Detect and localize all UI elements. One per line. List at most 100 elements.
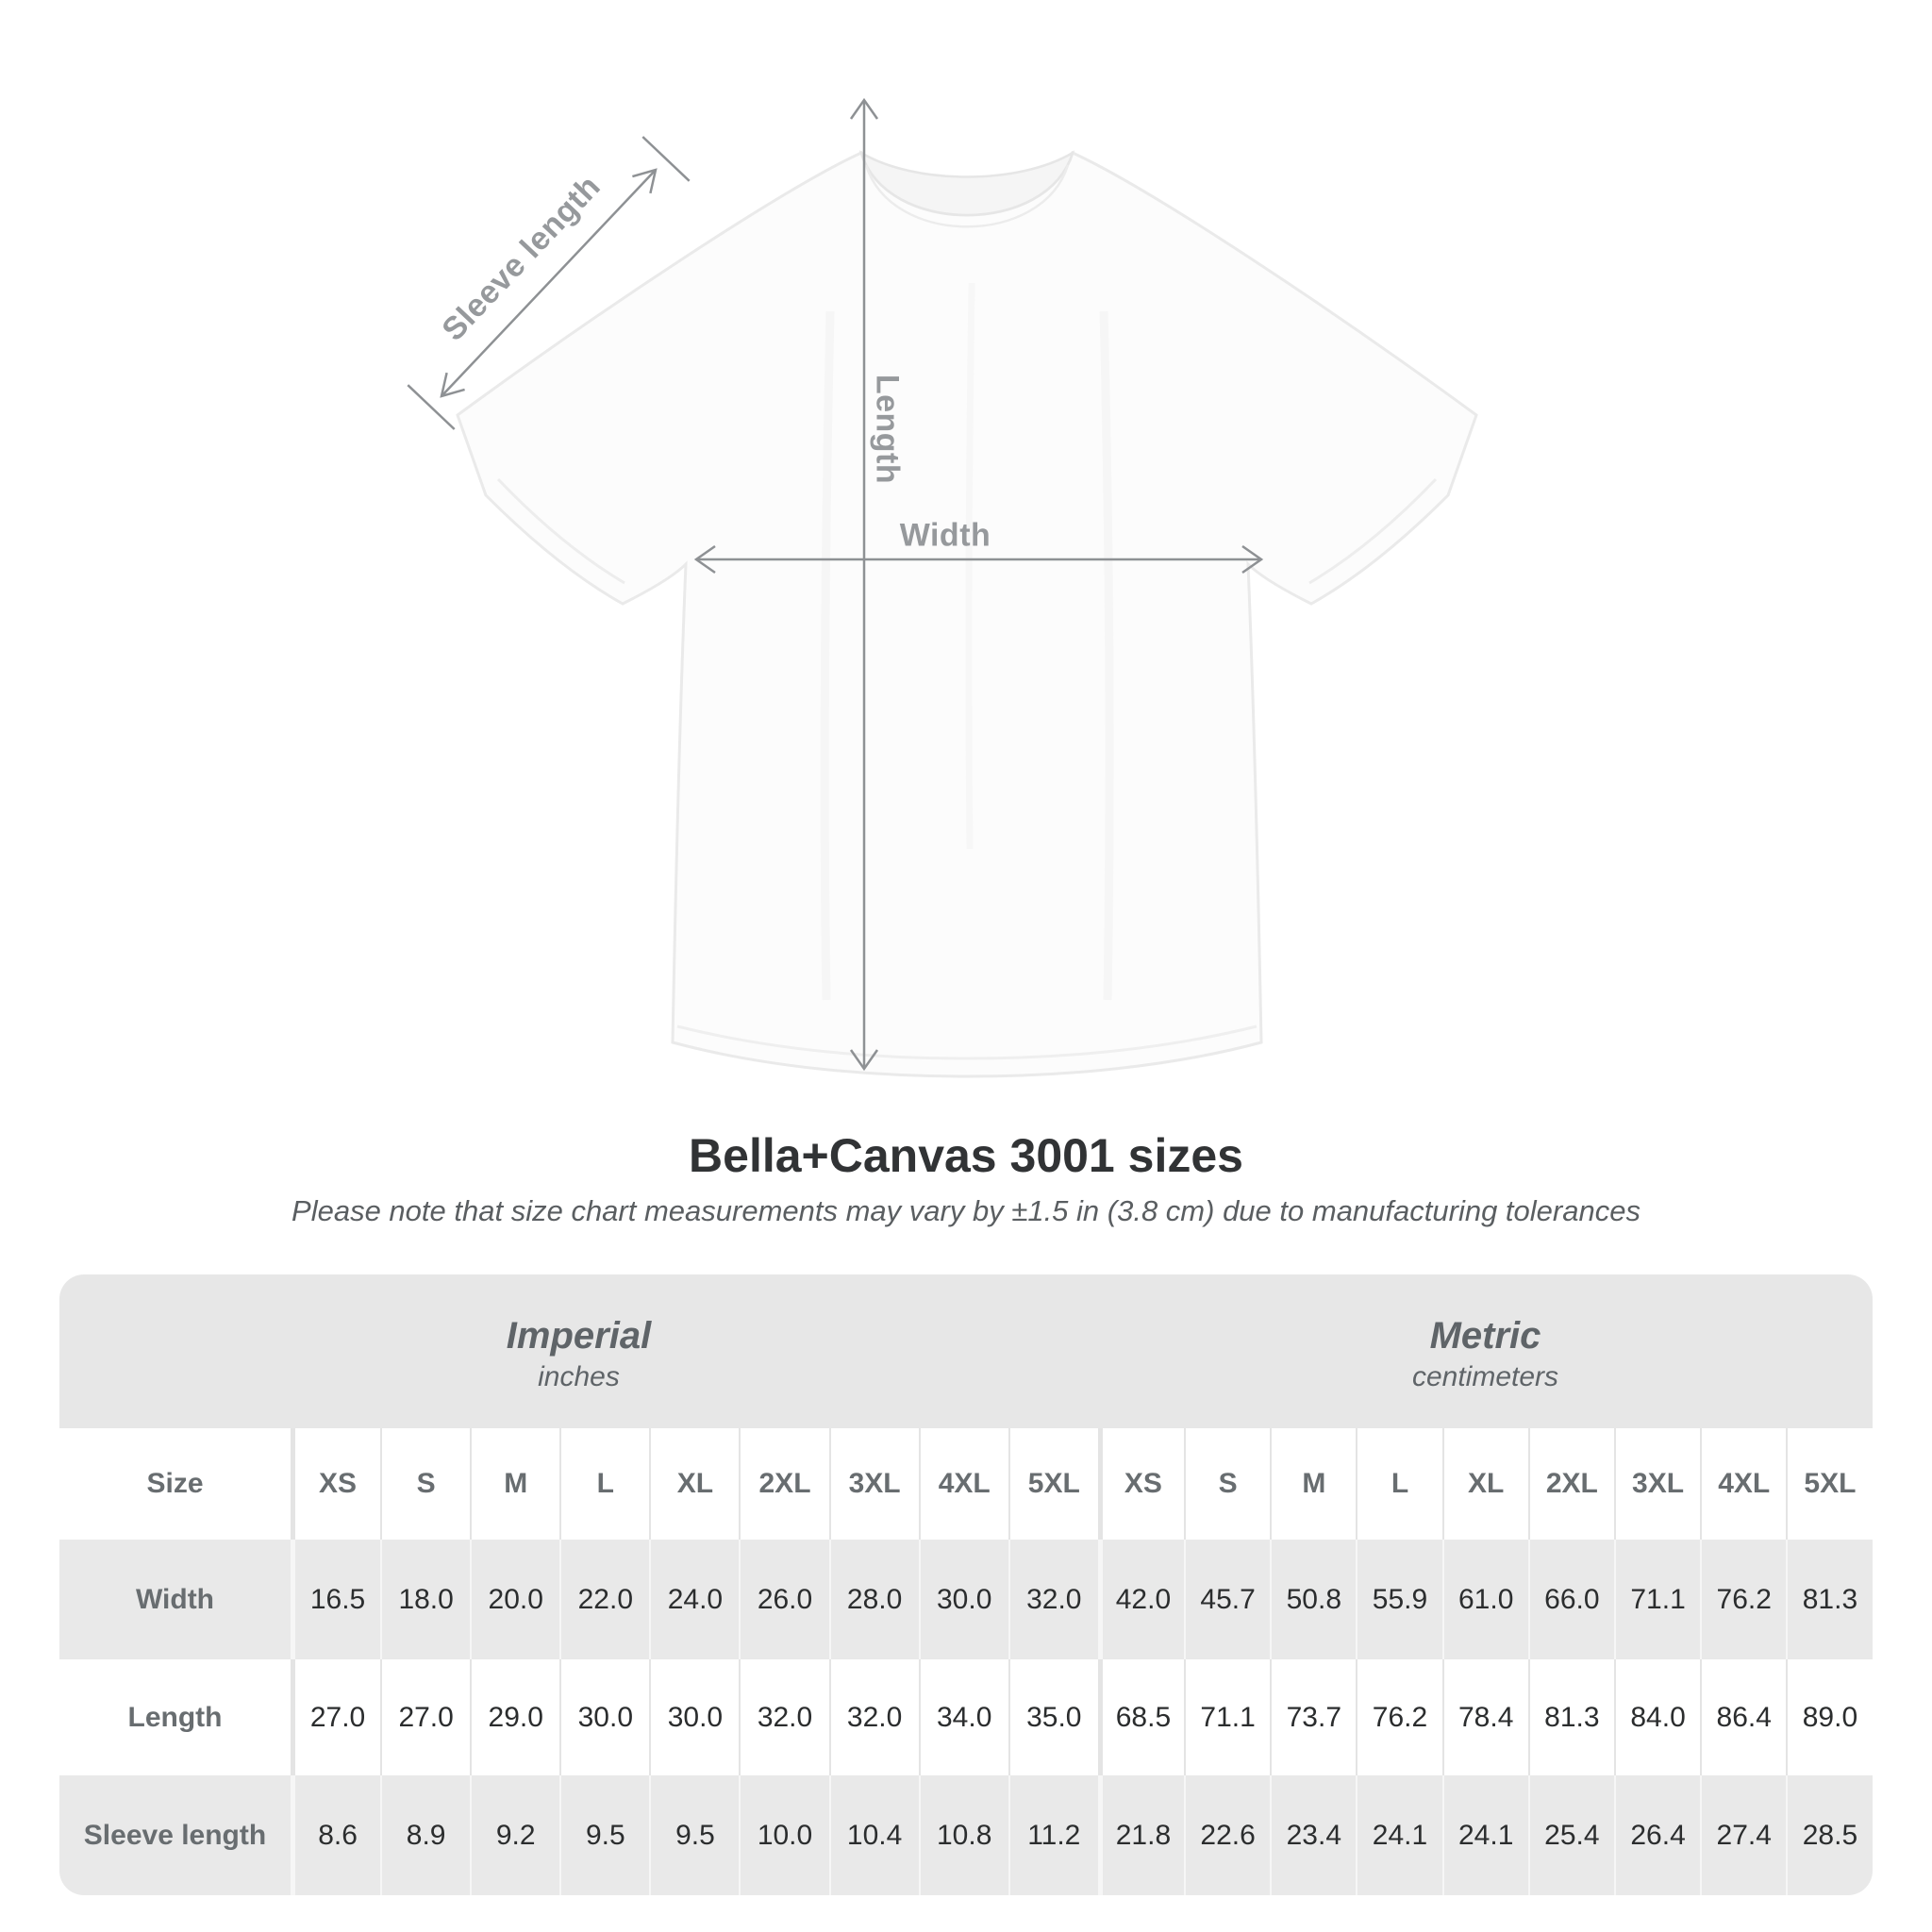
tshirt-measurement-diagram: Sleeve length Length Width [407,97,1478,1078]
sleeve-metric-4xl: 27.4 [1700,1775,1786,1895]
width-imperial-l: 22.0 [559,1540,649,1659]
length-imperial-l: 30.0 [559,1659,649,1775]
tolerance-note: Please note that size chart measurements… [291,1194,1641,1227]
width-metric-xs: 42.0 [1097,1540,1184,1659]
size-header-metric-s: S [1184,1428,1270,1540]
sleeve-metric-m: 23.4 [1270,1775,1356,1895]
bottom-hem-stitch [676,1024,1257,1060]
width-metric-4xl: 76.2 [1700,1540,1786,1659]
imperial-label: Imperial [506,1314,652,1357]
metric-group-header: Metric centimeters [1098,1274,1873,1428]
sleeve-imperial-3xl: 10.4 [828,1775,919,1895]
row-label-sleeve-length: Sleeve length [83,1819,267,1851]
length-imperial-xs: 27.0 [291,1659,380,1775]
width-metric-m: 50.8 [1270,1540,1356,1659]
length-metric-2xl: 81.3 [1527,1659,1614,1775]
sleeve-imperial-5xl: 11.2 [1008,1775,1098,1895]
imperial-unit-label: inches [538,1360,620,1392]
table-row-sleeve-length: Sleeve length 8.6 8.9 9.2 9.5 9.5 10.0 1… [59,1775,1873,1895]
table-row-length: Length 27.0 27.0 29.0 30.0 30.0 32.0 32.… [59,1659,1873,1775]
sleeve-metric-s: 22.6 [1184,1775,1270,1895]
sleeve-metric-xl: 24.1 [1441,1775,1528,1895]
sleeve-imperial-m: 9.2 [470,1775,559,1895]
right-sleeve-hem [1308,477,1438,585]
wrinkle-line [1099,310,1114,1001]
sleeve-metric-5xl: 28.5 [1786,1775,1872,1895]
length-imperial-3xl: 32.0 [828,1659,919,1775]
size-header-metric-l: L [1356,1428,1441,1540]
size-header-metric-xs: XS [1097,1428,1184,1540]
width-imperial-xl: 24.0 [649,1540,739,1659]
width-metric-xl: 61.0 [1441,1540,1528,1659]
length-metric-4xl: 86.4 [1700,1659,1786,1775]
size-header-imperial-5xl: 5XL [1008,1428,1098,1540]
size-header-imperial-2xl: 2XL [739,1428,828,1540]
size-header-metric-3xl: 3XL [1613,1428,1700,1540]
width-metric-l: 55.9 [1356,1540,1441,1659]
metric-label: Metric [1429,1314,1541,1357]
unit-group-band: Imperial inches Metric centimeters [59,1274,1873,1428]
length-metric-l: 76.2 [1356,1659,1441,1775]
size-header-metric-m: M [1270,1428,1356,1540]
size-header-metric-2xl: 2XL [1527,1428,1614,1540]
length-imperial-xl: 30.0 [649,1659,739,1775]
size-header-imperial-xs: XS [291,1428,380,1540]
sleeve-length-arrow [407,136,691,430]
length-metric-xl: 78.4 [1441,1659,1528,1775]
width-label: Width [899,517,991,554]
sleeve-imperial-2xl: 10.0 [739,1775,828,1895]
row-label-length: Length [127,1701,223,1733]
tshirt-collar-seam [864,164,1070,228]
size-header-metric-4xl: 4XL [1700,1428,1786,1540]
length-metric-m: 73.7 [1270,1659,1356,1775]
sleeve-imperial-l: 9.5 [559,1775,649,1895]
length-imperial-5xl: 35.0 [1008,1659,1098,1775]
length-metric-5xl: 89.0 [1786,1659,1872,1775]
metric-unit-label: centimeters [1411,1360,1559,1392]
size-column-header: Size [146,1468,204,1499]
width-metric-3xl: 71.1 [1613,1540,1700,1659]
length-metric-xs: 68.5 [1097,1659,1184,1775]
sleeve-metric-2xl: 25.4 [1527,1775,1614,1895]
wrinkle-line [820,310,835,1001]
size-header-imperial-m: M [470,1428,559,1540]
sleeve-imperial-xs: 8.6 [291,1775,380,1895]
row-label-width: Width [135,1583,215,1615]
length-imperial-s: 27.0 [380,1659,470,1775]
width-imperial-s: 18.0 [380,1540,470,1659]
length-metric-s: 71.1 [1184,1659,1270,1775]
imperial-group-header: Imperial inches [59,1274,1098,1428]
sleeve-metric-3xl: 26.4 [1613,1775,1700,1895]
length-metric-3xl: 84.0 [1613,1659,1700,1775]
size-header-imperial-3xl: 3XL [828,1428,919,1540]
length-label: Length [869,374,906,485]
size-header-metric-xl: XL [1441,1428,1528,1540]
width-metric-5xl: 81.3 [1786,1540,1872,1659]
width-imperial-3xl: 28.0 [828,1540,919,1659]
length-arrow [849,97,879,1072]
size-header-metric-5xl: 5XL [1786,1428,1872,1540]
sleeve-imperial-4xl: 10.8 [918,1775,1008,1895]
sleeve-metric-l: 24.1 [1356,1775,1441,1895]
width-imperial-2xl: 26.0 [739,1540,828,1659]
sleeve-metric-xs: 21.8 [1097,1775,1184,1895]
sleeve-imperial-xl: 9.5 [649,1775,739,1895]
width-imperial-5xl: 32.0 [1008,1540,1098,1659]
width-imperial-xs: 16.5 [291,1540,380,1659]
size-header-imperial-xl: XL [649,1428,739,1540]
size-header-imperial-l: L [559,1428,649,1540]
page-title: Bella+Canvas 3001 sizes [689,1129,1243,1182]
table-row-width: Width 16.5 18.0 20.0 22.0 24.0 26.0 28.0… [59,1540,1873,1659]
left-sleeve-hem [496,477,625,585]
table-header-row: Size XS S M L XL 2XL 3XL 4XL 5XL XS S M … [59,1428,1873,1540]
length-imperial-m: 29.0 [470,1659,559,1775]
tshirt-graphic [407,97,1478,1078]
wrinkle-line [965,282,975,850]
length-imperial-2xl: 32.0 [739,1659,828,1775]
size-header-imperial-4xl: 4XL [918,1428,1008,1540]
size-table: Imperial inches Metric centimeters Size … [59,1274,1873,1895]
width-imperial-4xl: 30.0 [918,1540,1008,1659]
width-metric-s: 45.7 [1184,1540,1270,1659]
width-arrow [693,544,1264,575]
